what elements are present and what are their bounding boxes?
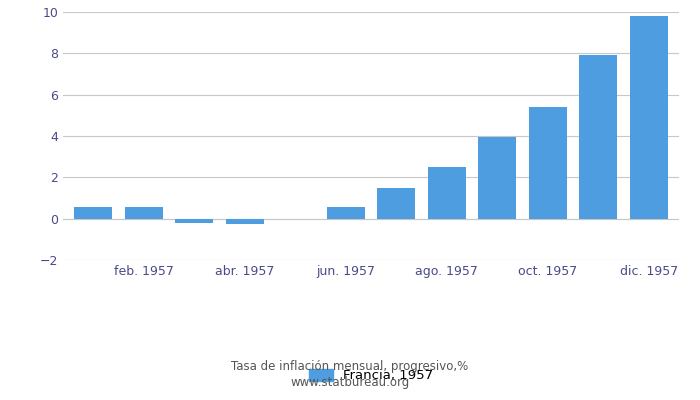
Bar <box>580 56 617 219</box>
Text: Tasa de inflación mensual, progresivo,%: Tasa de inflación mensual, progresivo,% <box>232 360 468 373</box>
Legend: Francia, 1957: Francia, 1957 <box>309 369 433 382</box>
Bar <box>226 219 264 224</box>
Bar <box>74 207 112 219</box>
Bar <box>377 188 415 219</box>
Text: www.statbureau.org: www.statbureau.org <box>290 376 410 389</box>
Bar <box>327 207 365 219</box>
Bar <box>630 16 668 219</box>
Bar <box>428 167 466 219</box>
Bar <box>125 207 162 219</box>
Bar <box>175 219 214 223</box>
Bar <box>528 107 567 219</box>
Bar <box>478 137 516 219</box>
